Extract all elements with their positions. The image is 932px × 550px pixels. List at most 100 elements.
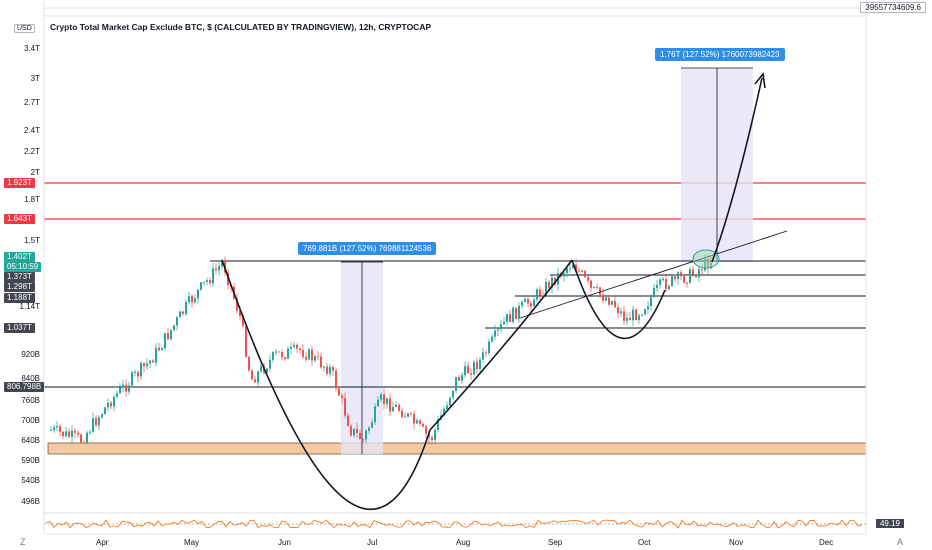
- candle-body: [479, 359, 481, 369]
- y-label: 700B: [21, 416, 40, 425]
- candle-body: [494, 330, 496, 337]
- candle-body: [410, 413, 412, 415]
- candle-body: [242, 315, 244, 326]
- candle-body: [422, 424, 424, 427]
- candle-body: [119, 387, 121, 394]
- candle-body: [668, 286, 670, 289]
- candle-body: [272, 352, 274, 360]
- candle-body: [620, 311, 622, 314]
- y-label: 496B: [21, 497, 40, 506]
- candle-body: [158, 347, 160, 351]
- candle-body: [515, 307, 517, 319]
- candle-body: [623, 311, 625, 321]
- x-label: Nov: [729, 538, 744, 547]
- candle-body: [146, 363, 148, 367]
- price-tag-level: 806.798B: [4, 382, 45, 392]
- candle-body: [665, 279, 667, 289]
- candle-body: [563, 272, 565, 277]
- projection-arrow: [711, 77, 763, 263]
- candle-body: [659, 279, 661, 285]
- candle-body: [374, 406, 376, 423]
- candle-body: [365, 430, 367, 440]
- candle-body: [419, 420, 421, 425]
- candle-body: [308, 349, 310, 360]
- candle-body: [287, 348, 289, 359]
- candle-body: [452, 390, 454, 398]
- candle-body: [134, 372, 136, 374]
- candle-body: [167, 333, 169, 340]
- y-label: 2.2T: [23, 147, 40, 156]
- candle-body: [260, 366, 262, 372]
- candle-body: [653, 288, 655, 298]
- candle-body: [536, 289, 538, 300]
- candle-body: [164, 333, 166, 349]
- candle-body: [629, 317, 631, 321]
- candle-body: [239, 310, 241, 316]
- candle-body: [692, 269, 694, 275]
- candle-body: [461, 375, 463, 381]
- candle-body: [356, 428, 358, 433]
- candle-body: [218, 266, 220, 271]
- candle-body: [266, 368, 268, 373]
- candle-body: [68, 431, 70, 437]
- candle-body: [269, 359, 271, 369]
- candle-body: [65, 431, 67, 437]
- x-label: Apr: [96, 538, 109, 547]
- candle-body: [377, 399, 379, 407]
- candle-body: [425, 426, 427, 434]
- price-tag-red-top: 1.923T: [4, 178, 35, 188]
- candle-body: [248, 356, 250, 371]
- zoom-toggle[interactable]: Z: [20, 537, 26, 547]
- candle-body: [599, 287, 601, 295]
- candle-body: [671, 276, 673, 287]
- candle-body: [380, 394, 382, 400]
- candle-body: [176, 317, 178, 326]
- candle-body: [698, 269, 700, 278]
- candle-body: [302, 350, 304, 357]
- candle-body: [215, 268, 217, 271]
- cup-curves: [221, 259, 666, 511]
- auto-scale-toggle[interactable]: A: [897, 537, 904, 547]
- candle-body: [254, 379, 256, 383]
- horizontal-levels: [44, 260, 866, 388]
- candle-body: [338, 388, 340, 396]
- candle-body: [347, 415, 349, 427]
- candle-body: [590, 280, 592, 288]
- candle-body: [290, 346, 292, 349]
- candle-body: [209, 280, 211, 284]
- candle-body: [359, 432, 361, 440]
- candle-body: [566, 268, 568, 273]
- candle-body: [431, 437, 433, 441]
- candle-body: [605, 297, 607, 301]
- candle-body: [602, 294, 604, 301]
- candle-body: [575, 264, 577, 271]
- candle-body: [152, 360, 154, 363]
- countdown-tag: 05:10:59: [4, 262, 42, 272]
- candle-body: [638, 315, 640, 321]
- candle-body: [608, 297, 610, 305]
- candle-body: [644, 309, 646, 315]
- y-label: 3.4T: [23, 44, 40, 53]
- candle-body: [473, 361, 475, 375]
- candle-body: [689, 269, 691, 283]
- candle-body: [500, 324, 502, 330]
- candle-body: [677, 272, 679, 279]
- y-label: 540B: [21, 476, 40, 485]
- trend-line: [519, 230, 788, 319]
- candle-body: [662, 279, 664, 281]
- currency-label[interactable]: USD: [14, 24, 35, 33]
- candle-body: [53, 427, 55, 430]
- candle-body: [551, 277, 553, 288]
- top-indicator: [44, 0, 864, 16]
- candle-body: [161, 348, 163, 351]
- x-label: Dec: [819, 538, 834, 547]
- candle-body: [467, 366, 469, 374]
- candle-body: [593, 286, 595, 288]
- x-label: May: [184, 538, 200, 547]
- candle-body: [62, 431, 64, 437]
- price-tag-red-mid: 1.643T: [4, 214, 35, 224]
- candle-body: [56, 426, 58, 428]
- candle-body: [95, 418, 97, 426]
- candle-body: [101, 414, 103, 418]
